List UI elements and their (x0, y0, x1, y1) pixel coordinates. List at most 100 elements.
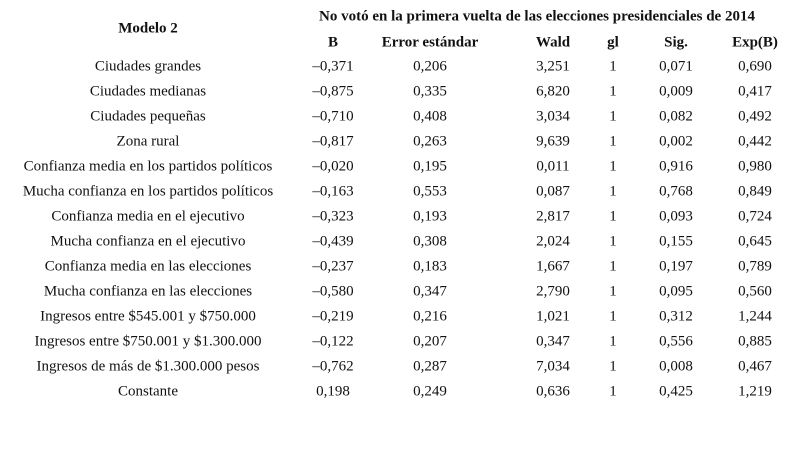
cell: 1 (609, 233, 617, 250)
cell: 0,249 (413, 383, 447, 400)
cell: –0,163 (312, 183, 354, 200)
cell: 0,442 (738, 133, 772, 150)
cell: 0,560 (738, 283, 772, 300)
cell: 1 (609, 308, 617, 325)
cell: 0,087 (536, 183, 570, 200)
cell: 0,198 (316, 383, 350, 400)
cell: 0,789 (738, 258, 772, 275)
cell: 9,639 (536, 133, 570, 150)
cell: 0,885 (738, 333, 772, 350)
cell: 0,002 (659, 133, 693, 150)
cell: 0,553 (413, 183, 447, 200)
row-label: Ciudades pequeñas (90, 108, 206, 125)
cell: 1 (609, 358, 617, 375)
cell: 0,636 (536, 383, 570, 400)
cell: 0,009 (659, 83, 693, 100)
cell: 1 (609, 208, 617, 225)
column-header: gl (607, 34, 619, 51)
cell: 0,197 (659, 258, 693, 275)
cell: 1 (609, 333, 617, 350)
cell: –0,323 (312, 208, 354, 225)
cell: –0,122 (312, 333, 354, 350)
cell: 0,492 (738, 108, 772, 125)
cell: 1 (609, 258, 617, 275)
cell: 0,216 (413, 308, 447, 325)
cell: 0,425 (659, 383, 693, 400)
cell: 0,645 (738, 233, 772, 250)
cell: 0,095 (659, 283, 693, 300)
cell: 0,082 (659, 108, 693, 125)
table-title: Modelo 2 (118, 20, 178, 37)
cell: 1 (609, 83, 617, 100)
cell: 1 (609, 183, 617, 200)
cell: 0,195 (413, 158, 447, 175)
column-header: Wald (535, 34, 571, 51)
cell: 0,312 (659, 308, 693, 325)
cell: 0,467 (738, 358, 772, 375)
cell: 1 (609, 108, 617, 125)
row-label: Mucha confianza en el ejecutivo (50, 233, 246, 250)
group-header: No votó en la primera vuelta de las elec… (319, 8, 755, 25)
cell: 6,820 (536, 83, 570, 100)
row-label: Mucha confianza en los partidos político… (22, 183, 274, 200)
row-label: Ingresos de más de $1.300.000 pesos (36, 358, 260, 375)
cell: 0,916 (659, 158, 693, 175)
cell: 2,024 (536, 233, 570, 250)
cell: 7,034 (536, 358, 570, 375)
column-header: B (327, 34, 339, 51)
cell: 1,021 (536, 308, 570, 325)
cell: 0,347 (536, 333, 570, 350)
row-label: Ingresos entre $545.001 y $750.000 (40, 308, 256, 325)
cell: 1 (609, 133, 617, 150)
cell: 2,817 (536, 208, 570, 225)
cell: 1,244 (738, 308, 772, 325)
cell: –0,762 (312, 358, 354, 375)
cell: 1,667 (536, 258, 570, 275)
cell: –0,710 (312, 108, 354, 125)
cell: 0,347 (413, 283, 447, 300)
cell: 0,263 (413, 133, 447, 150)
cell: 0,417 (738, 83, 772, 100)
cell: 0,071 (659, 58, 693, 75)
cell: 3,251 (536, 58, 570, 75)
row-label: Ingresos entre $750.001 y $1.300.000 (34, 333, 262, 350)
cell: –0,371 (312, 58, 354, 75)
cell: 0,335 (413, 83, 447, 100)
cell: 0,849 (738, 183, 772, 200)
cell: 0,193 (413, 208, 447, 225)
cell: 0,308 (413, 233, 447, 250)
row-label: Confianza media en el ejecutivo (51, 208, 245, 225)
cell: –0,439 (312, 233, 354, 250)
cell: –0,020 (312, 158, 354, 175)
cell: 1 (609, 383, 617, 400)
cell: –0,219 (312, 308, 354, 325)
cell: 1,219 (738, 383, 772, 400)
row-label: Ciudades medianas (89, 83, 207, 100)
column-header: Sig. (664, 34, 688, 51)
cell: 0,008 (659, 358, 693, 375)
row-label: Confianza media en las elecciones (44, 258, 252, 275)
cell: 0,287 (413, 358, 447, 375)
cell: 0,155 (659, 233, 693, 250)
column-header: Exp(B) (732, 34, 778, 51)
cell: 0,206 (413, 58, 447, 75)
cell: 0,556 (659, 333, 693, 350)
cell: 0,724 (738, 208, 772, 225)
cell: –0,817 (312, 133, 354, 150)
cell: 3,034 (536, 108, 570, 125)
row-label: Ciudades grandes (94, 58, 202, 75)
cell: 0,980 (738, 158, 772, 175)
cell: 0,408 (413, 108, 447, 125)
cell: 1 (609, 158, 617, 175)
cell: 0,207 (413, 333, 447, 350)
cell: 1 (609, 283, 617, 300)
cell: 0,011 (536, 158, 570, 175)
row-label: Zona rural (116, 133, 180, 150)
cell: 0,183 (413, 258, 447, 275)
row-label: Confianza media en los partidos político… (23, 158, 273, 175)
cell: –0,237 (312, 258, 354, 275)
row-label: Constante (118, 383, 178, 400)
row-label: Mucha confianza en las elecciones (43, 283, 253, 300)
cell: 0,768 (659, 183, 693, 200)
